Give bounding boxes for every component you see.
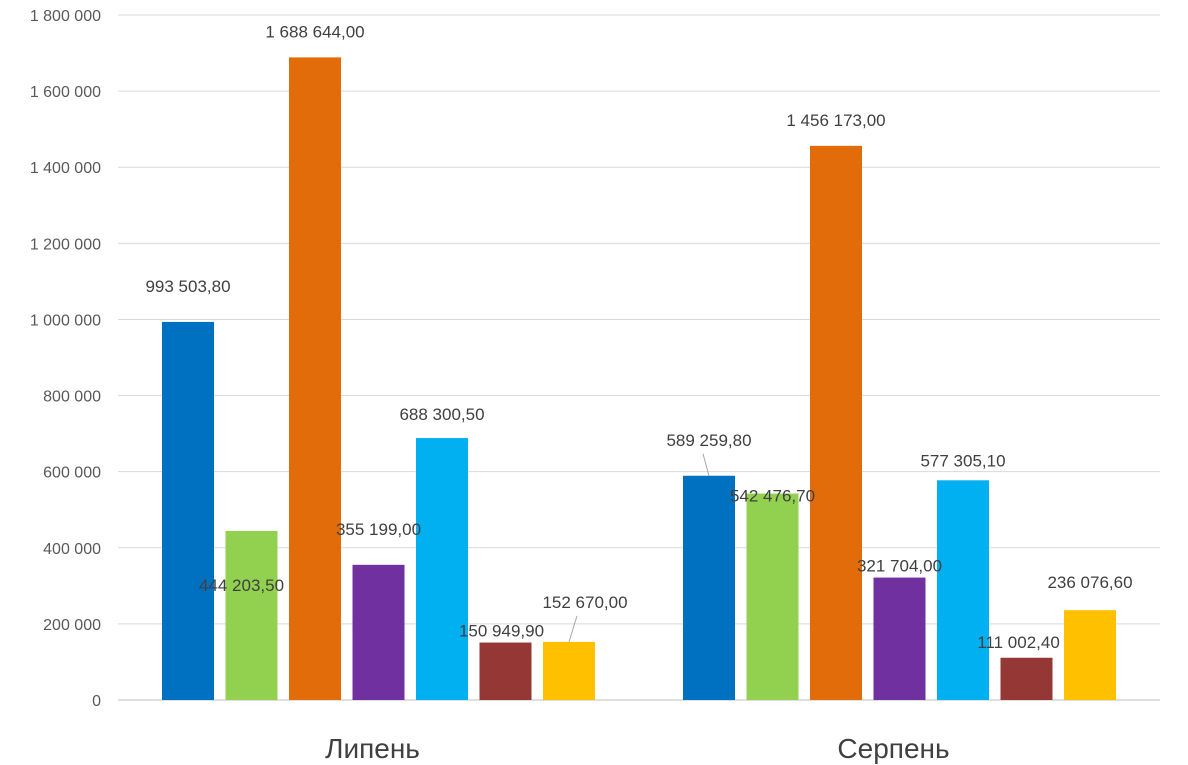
y-tick-label: 1 600 000 [30,84,101,101]
y-tick-label: 1 800 000 [30,8,101,25]
bar [162,321,214,700]
bars [162,57,1116,701]
y-tick-label: 800 000 [43,389,101,406]
bar [479,642,532,700]
bar [352,564,405,700]
bar [746,493,799,700]
data-label: 111 002,40 [977,633,1060,652]
data-label: 993 503,80 [145,277,230,296]
data-label: 1 688 644,00 [265,22,364,41]
y-tick-label: 200 000 [43,617,101,634]
bar [937,480,989,700]
bar [416,438,468,700]
bar [543,641,595,700]
data-label: 1 456 173,00 [786,111,885,130]
data-label: 150 949,90 [459,622,544,641]
y-tick-label: 600 000 [43,465,101,482]
bar [1064,610,1116,700]
data-label: 577 305,10 [920,451,1005,470]
y-tick-label: 1 200 000 [30,236,101,253]
bar [810,145,862,700]
data-label: 236 076,60 [1047,573,1132,592]
x-axis: Липень Серпень [325,733,949,764]
bar [225,530,278,700]
y-tick-label: 0 [92,693,101,710]
bar [873,577,926,700]
data-label: 444 203,50 [199,576,284,595]
data-label: 321 704,00 [857,557,942,576]
data-label: 355 199,00 [336,520,421,539]
leader-line [568,615,578,643]
leader-line [702,453,710,476]
data-label: 589 259,80 [666,431,751,450]
bar [289,57,341,701]
y-axis: 0 200 000 400 000 600 000 800 000 1 000 000 1 … [30,8,101,710]
leader-lines [568,453,710,643]
data-labels: 993 503,80 444 203,50 1 688 644,00 355 199,… [145,22,1132,651]
category-label: Липень [325,733,420,764]
data-label: 688 300,50 [399,405,484,424]
y-tick-label: 400 000 [43,541,101,558]
bar [683,475,735,700]
data-label: 542 476,70 [730,487,815,506]
category-label: Серпень [837,733,949,764]
bar [1000,657,1053,700]
data-label: 152 670,00 [542,593,627,612]
y-tick-label: 1 000 000 [30,312,101,329]
y-tick-label: 1 400 000 [30,160,101,177]
